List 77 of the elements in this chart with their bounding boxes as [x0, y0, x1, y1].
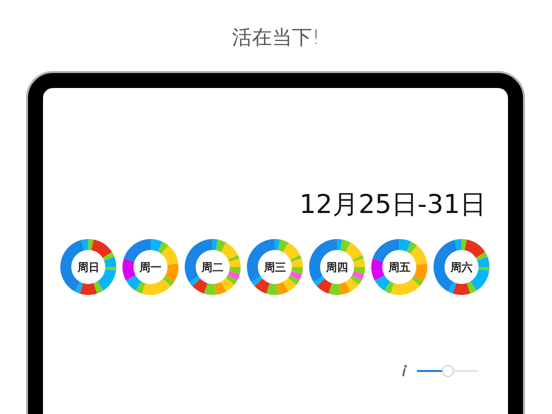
donut-slice	[291, 267, 303, 274]
donut-slice	[328, 283, 341, 295]
donut-slice	[352, 271, 364, 280]
donut-slice	[220, 242, 238, 260]
donut-slice	[161, 245, 178, 265]
donut-slice	[353, 258, 366, 267]
donut-slice	[150, 239, 162, 252]
donut-slice	[339, 282, 351, 295]
donut-slice	[290, 271, 302, 280]
donut-slice	[214, 282, 226, 295]
text: 周五	[387, 260, 410, 274]
donut-slice	[316, 278, 332, 294]
donut-slice	[454, 239, 462, 251]
donut-slice	[80, 283, 97, 295]
donut-slice	[345, 242, 362, 260]
donut-slice	[464, 239, 486, 258]
donut-slice	[452, 283, 470, 295]
donut-slice	[81, 239, 88, 251]
donut-slice	[448, 282, 456, 294]
donut-slice	[229, 267, 241, 274]
donut-slice	[277, 282, 288, 295]
donut-slice	[228, 255, 240, 262]
donut-slice	[216, 239, 226, 252]
donut-slice	[192, 278, 208, 294]
text: 12月25日-31日	[299, 190, 486, 220]
donut-slice	[122, 258, 136, 280]
donut-slice	[164, 263, 178, 282]
donut-slice	[228, 258, 241, 267]
donut-slice	[220, 278, 234, 292]
donut-slice	[291, 258, 303, 267]
text: 周日	[76, 260, 100, 274]
donut-slice	[390, 278, 420, 295]
donut-slice	[309, 239, 338, 282]
donut-slice	[142, 278, 171, 295]
donut-slice	[374, 275, 390, 291]
text: 周二	[200, 260, 224, 274]
donut-slice	[466, 281, 477, 294]
donut-slice	[345, 278, 359, 292]
donut-slice	[412, 276, 423, 286]
donut-slice	[91, 239, 112, 258]
donut-slice	[104, 256, 116, 267]
donut-slice	[162, 276, 174, 286]
donut-slice	[340, 239, 351, 252]
donut-slice	[372, 239, 400, 262]
donut-slice	[278, 239, 288, 252]
donut-slice	[124, 239, 150, 262]
donut-slice	[352, 255, 364, 262]
donut-slice	[184, 239, 213, 282]
donut-slice	[478, 267, 490, 271]
donut-slice	[350, 275, 362, 285]
donut-slice	[283, 278, 296, 292]
donut-slice	[94, 281, 104, 294]
donut-slice	[254, 278, 270, 294]
donut-slice	[477, 256, 490, 267]
donut-slice	[371, 258, 384, 280]
donut-slice	[97, 269, 116, 291]
donut-slice	[288, 275, 300, 285]
donut-slice	[283, 242, 300, 260]
donut-slice	[204, 283, 216, 295]
text: 活在当下!	[232, 25, 320, 49]
text: 周四	[325, 260, 348, 274]
donut-slice	[399, 239, 412, 252]
donut-slice	[410, 245, 428, 265]
text: 周一	[138, 260, 162, 274]
donut-slice	[105, 267, 116, 271]
donut-slice	[470, 269, 490, 291]
donut-slice	[226, 275, 238, 285]
text: 周三	[262, 260, 286, 274]
donut-slice	[228, 271, 240, 280]
donut-slice	[290, 255, 302, 262]
donut-slice	[126, 275, 142, 291]
donut-slice	[414, 263, 428, 282]
donut-slice	[266, 283, 278, 295]
donut-slice	[354, 267, 366, 274]
donut-slice	[74, 282, 84, 294]
donut-slice	[246, 239, 275, 282]
text: 周六	[450, 260, 472, 274]
